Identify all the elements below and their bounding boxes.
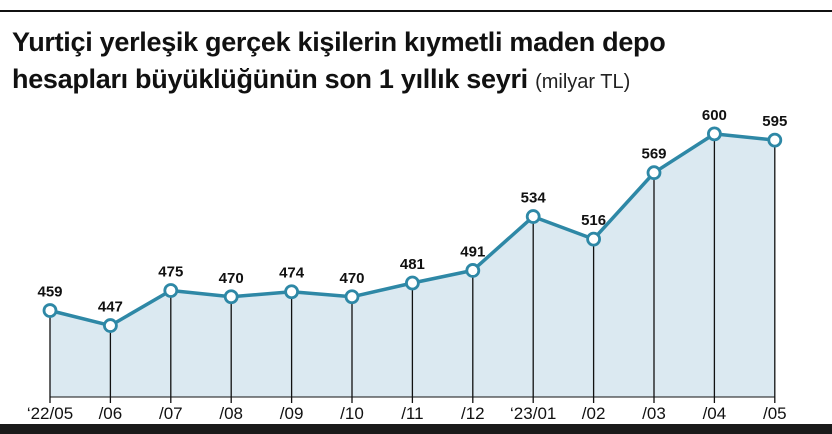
x-tick-label-3: /08 (219, 404, 243, 423)
data-point-0 (42, 303, 58, 318)
data-point-6 (404, 275, 420, 291)
x-tick-label-8: ‘23/01 (510, 404, 556, 423)
data-point-3 (223, 289, 239, 305)
data-label-3: 470 (219, 270, 244, 287)
data-point-7 (465, 263, 481, 278)
data-label-0: 459 (37, 284, 62, 301)
x-axis-tick-labels: ‘22/05/06/07/08/09/10/11/12 ‘23/01/02/03 /… (27, 404, 787, 423)
data-label-11: 600 (702, 107, 727, 124)
data-point-1 (103, 318, 118, 333)
title-line-2-text: hesapları büyüklüğünün son 1 yıllık seyr… (12, 64, 528, 94)
x-tick-label-2: /07 (159, 404, 183, 423)
data-label-6: 481 (400, 256, 425, 273)
data-label-9: 516 (581, 212, 606, 229)
data-label-4: 474 (279, 265, 305, 282)
data-label-1: 447 (98, 299, 123, 316)
data-point-2 (163, 283, 179, 298)
drop-lines (49, 133, 776, 403)
x-tick-label-6: /11 (401, 404, 423, 423)
data-point-9 (586, 231, 601, 247)
data-label-10: 569 (641, 146, 666, 163)
top-rule (0, 10, 832, 12)
title-line-1: Yurtiçi yerleşik gerçek kişilerin kıymet… (12, 27, 666, 57)
data-label-12: 595 (762, 113, 787, 130)
data-point-10 (646, 165, 662, 181)
data-labels: 459 447 475 470 474 470 481 491 534 516 569 600 595 (37, 107, 787, 316)
x-tick-label-4: /09 (280, 404, 304, 423)
bottom-bar (0, 424, 832, 434)
title-line-2: hesapları büyüklüğünün son 1 yıllık seyr… (12, 61, 827, 101)
x-tick-label-7: /12 (461, 404, 485, 423)
data-label-7: 491 (460, 243, 485, 260)
x-tick-label-9: /02 (582, 404, 606, 423)
data-point-12 (767, 132, 783, 148)
unit-label: (milyar TL) (535, 71, 631, 93)
data-label-2: 475 (158, 263, 183, 280)
data-point-5 (344, 289, 360, 305)
x-tick-label-11: /04 (703, 404, 727, 423)
data-label-5: 470 (339, 270, 364, 287)
data-label-8: 534 (521, 190, 547, 207)
x-tick-label-5: /10 (340, 404, 364, 423)
chart-title: Yurtiçi yerleşik gerçek kişilerin kıymet… (12, 24, 827, 101)
x-tick-label-12: /05 (763, 404, 787, 423)
data-points (42, 126, 783, 333)
x-tick-label-10: /03 (642, 404, 666, 423)
x-tick-label-0: ‘22/05 (27, 404, 73, 423)
data-point-4 (284, 284, 300, 300)
data-point-8 (525, 209, 541, 224)
data-point-11 (707, 126, 722, 142)
x-tick-label-1: /06 (99, 404, 123, 423)
